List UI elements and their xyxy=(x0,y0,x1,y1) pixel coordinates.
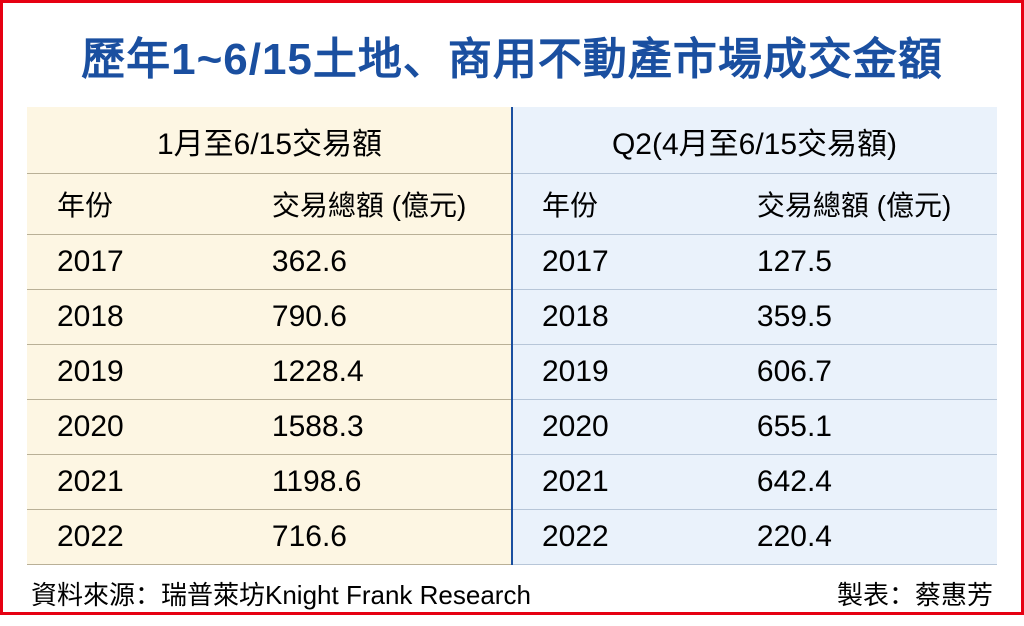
cell-year: 2021 xyxy=(512,455,677,509)
left-group-header: 1月至6/15交易額 xyxy=(27,107,512,174)
cell-year: 2021 xyxy=(27,455,192,509)
right-subheader-row: 年份 交易總額 (億元) xyxy=(512,174,997,235)
cell-value: 655.1 xyxy=(677,400,997,454)
cell-year: 2017 xyxy=(512,235,677,289)
table-row: 2017 362.6 xyxy=(27,235,512,290)
table-row: 2019 1228.4 xyxy=(27,345,512,400)
panel-left: 1月至6/15交易額 年份 交易總額 (億元) 2017 362.6 2018 … xyxy=(27,107,512,565)
cell-value: 606.7 xyxy=(677,345,997,399)
table-row: 2022 716.6 xyxy=(27,510,512,565)
tables-container: 1月至6/15交易額 年份 交易總額 (億元) 2017 362.6 2018 … xyxy=(3,107,1021,565)
cell-value: 790.6 xyxy=(192,290,512,344)
cell-year: 2020 xyxy=(27,400,192,454)
cell-value: 642.4 xyxy=(677,455,997,509)
right-group-header: Q2(4月至6/15交易額) xyxy=(512,107,997,174)
cell-year: 2022 xyxy=(512,510,677,564)
cell-year: 2018 xyxy=(512,290,677,344)
footer-source: 資料來源：瑞普萊坊Knight Frank Research xyxy=(31,575,531,612)
cell-value: 362.6 xyxy=(192,235,512,289)
table-row: 2018 359.5 xyxy=(512,290,997,345)
cell-value: 1228.4 xyxy=(192,345,512,399)
table-card: 歷年1~6/15土地、商用不動產市場成交金額 1月至6/15交易額 年份 交易總… xyxy=(0,0,1024,615)
panel-right: Q2(4月至6/15交易額) 年份 交易總額 (億元) 2017 127.5 2… xyxy=(512,107,997,565)
page-title: 歷年1~6/15土地、商用不動產市場成交金額 xyxy=(3,3,1021,101)
footer: 資料來源：瑞普萊坊Knight Frank Research 製表：蔡惠芳 xyxy=(3,565,1021,626)
cell-value: 220.4 xyxy=(677,510,997,564)
cell-year: 2019 xyxy=(27,345,192,399)
cell-value: 359.5 xyxy=(677,290,997,344)
right-col-value: 交易總額 (億元) xyxy=(677,174,997,234)
left-subheader-row: 年份 交易總額 (億元) xyxy=(27,174,512,235)
footer-author: 製表：蔡惠芳 xyxy=(837,575,993,612)
table-row: 2017 127.5 xyxy=(512,235,997,290)
cell-year: 2022 xyxy=(27,510,192,564)
center-divider xyxy=(511,107,513,565)
table-row: 2018 790.6 xyxy=(27,290,512,345)
table-row: 2021 642.4 xyxy=(512,455,997,510)
left-col-year: 年份 xyxy=(27,174,192,234)
left-col-value: 交易總額 (億元) xyxy=(192,174,512,234)
cell-value: 1588.3 xyxy=(192,400,512,454)
right-col-year: 年份 xyxy=(512,174,677,234)
table-row: 2020 655.1 xyxy=(512,400,997,455)
table-row: 2019 606.7 xyxy=(512,345,997,400)
cell-year: 2018 xyxy=(27,290,192,344)
table-row: 2020 1588.3 xyxy=(27,400,512,455)
cell-year: 2019 xyxy=(512,345,677,399)
cell-value: 1198.6 xyxy=(192,455,512,509)
table-row: 2022 220.4 xyxy=(512,510,997,565)
cell-year: 2017 xyxy=(27,235,192,289)
table-row: 2021 1198.6 xyxy=(27,455,512,510)
cell-value: 716.6 xyxy=(192,510,512,564)
cell-value: 127.5 xyxy=(677,235,997,289)
cell-year: 2020 xyxy=(512,400,677,454)
